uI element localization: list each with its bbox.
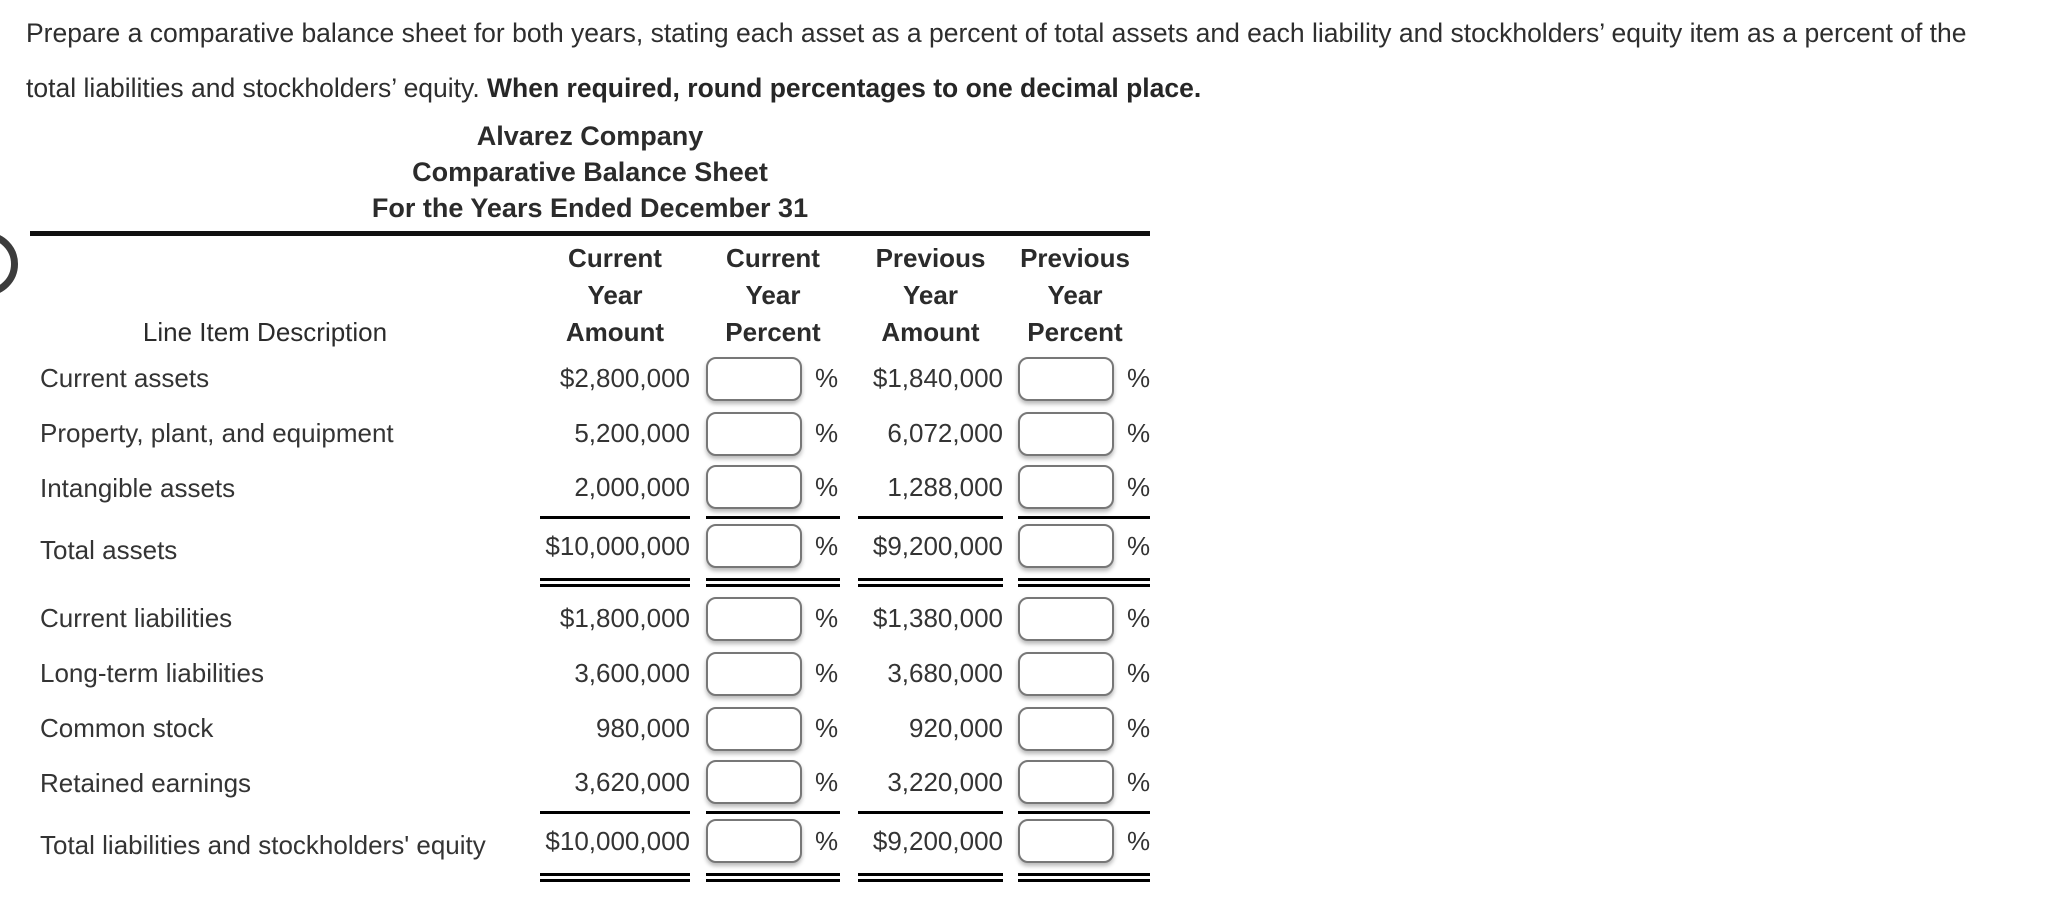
table-row-total-assets: Total assets $10,000,000 % $9,200,000 % (30, 523, 1150, 591)
previous-percent-input[interactable] (1018, 411, 1114, 456)
row-label: Total assets (40, 535, 178, 565)
table-row-property-plant-equipment: Property, plant, and equipment 5,200,000… (30, 406, 1150, 461)
percent-sign: % (815, 658, 839, 688)
percent-sign: % (815, 766, 839, 797)
column-header-line-item: Line Item Description (142, 317, 388, 347)
percent-sign: % (815, 603, 839, 633)
current-year-amount: 5,200,000 (574, 418, 690, 448)
column-header-current-amount: Current Year Amount (565, 243, 665, 347)
previous-year-amount: 1,288,000 (858, 461, 1003, 519)
column-header-previous-percent: Previous Year Percent (1020, 243, 1130, 347)
current-percent-input[interactable] (706, 706, 802, 751)
current-percent-input[interactable] (706, 651, 802, 696)
percent-sign: % (815, 825, 839, 856)
table-row-long-term-liabilities: Long-term liabilities 3,600,000 % 3,680,… (30, 646, 1150, 701)
table-row-common-stock: Common stock 980,000 % 920,000 % (30, 701, 1150, 756)
row-label: Common stock (40, 713, 214, 743)
instruction-line-2: total liabilities and stockholders’ equi… (26, 73, 1202, 103)
column-headers: Line Item Description Current Year Amoun… (30, 236, 1150, 351)
percent-sign: % (1127, 603, 1151, 633)
current-year-amount: $10,000,000 (540, 523, 690, 587)
instruction-text: Prepare a comparative balance sheet for … (26, 6, 2042, 116)
current-percent-input[interactable] (706, 465, 802, 509)
percent-sign: % (1127, 825, 1151, 856)
percent-sign: % (815, 418, 839, 448)
previous-percent-input[interactable] (1018, 760, 1114, 804)
row-label: Current assets (40, 363, 210, 393)
previous-year-amount: 6,072,000 (887, 418, 1003, 448)
previous-year-amount: 3,680,000 (887, 658, 1003, 688)
current-percent-input[interactable] (706, 596, 802, 641)
previous-percent-input[interactable] (1018, 596, 1114, 641)
current-percent-input[interactable] (706, 819, 802, 863)
report-period: For the Years Ended December 31 (371, 193, 809, 223)
instruction-bold-note: When required, round percentages to one … (487, 73, 1202, 103)
row-label: Retained earnings (40, 768, 252, 798)
current-year-amount: 3,600,000 (574, 658, 690, 688)
table-row-intangible-assets: Intangible assets 2,000,000 % 1,288,000 … (30, 461, 1150, 523)
current-year-amount: $1,800,000 (559, 603, 690, 633)
sheet-title-block: Alvarez Company Comparative Balance Shee… (30, 118, 1150, 226)
table-body: Current assets $2,800,000 % $1,840,000 %… (30, 351, 1150, 886)
column-header-previous-amount: Previous Year Amount (875, 243, 986, 347)
percent-sign: % (815, 471, 839, 502)
previous-percent-input[interactable] (1018, 524, 1114, 568)
row-label: Intangible assets (40, 473, 236, 503)
previous-year-amount: 3,220,000 (858, 756, 1003, 814)
current-percent-input[interactable] (706, 760, 802, 804)
percent-sign: % (1127, 530, 1151, 561)
previous-year-amount: $9,200,000 (858, 523, 1003, 587)
previous-percent-input[interactable] (1018, 706, 1114, 751)
table-row-current-liabilities: Current liabilities $1,800,000 % $1,380,… (30, 591, 1150, 646)
current-year-amount: 980,000 (596, 713, 690, 743)
row-label: Current liabilities (40, 603, 233, 633)
percent-sign: % (1127, 363, 1151, 393)
current-percent-input[interactable] (706, 411, 802, 456)
previous-percent-input[interactable] (1018, 819, 1114, 863)
percent-sign: % (815, 530, 839, 561)
previous-percent-input[interactable] (1018, 651, 1114, 696)
current-year-amount: $2,800,000 (559, 363, 690, 393)
table-row-retained-earnings: Retained earnings 3,620,000 % 3,220,000 … (30, 756, 1150, 818)
previous-year-amount: $1,380,000 (872, 603, 1003, 633)
table-row-total-liabilities-stockholders-equity: Total liabilities and stockholders' equi… (30, 818, 1150, 886)
row-label: Property, plant, and equipment (40, 418, 394, 448)
percent-sign: % (1127, 766, 1151, 797)
row-label: Long-term liabilities (40, 658, 264, 688)
company-name: Alvarez Company (476, 121, 704, 151)
current-percent-input[interactable] (706, 356, 802, 401)
previous-year-amount: $9,200,000 (858, 818, 1003, 882)
current-year-amount: 3,620,000 (540, 756, 690, 814)
table-row-current-assets: Current assets $2,800,000 % $1,840,000 % (30, 351, 1150, 406)
clipped-circle-icon (0, 232, 18, 296)
percent-sign: % (1127, 713, 1151, 743)
percent-sign: % (1127, 418, 1151, 448)
percent-sign: % (1127, 471, 1151, 502)
report-title: Comparative Balance Sheet (412, 157, 768, 187)
percent-sign: % (815, 363, 839, 393)
column-header-current-percent: Current Year Percent (725, 243, 821, 347)
percent-sign: % (815, 713, 839, 743)
previous-percent-input[interactable] (1018, 465, 1114, 509)
balance-sheet: Alvarez Company Comparative Balance Shee… (30, 118, 1150, 886)
instruction-line-1: Prepare a comparative balance sheet for … (26, 18, 1967, 48)
row-label: Total liabilities and stockholders' equi… (40, 830, 486, 860)
current-percent-input[interactable] (706, 524, 802, 568)
current-year-amount: 2,000,000 (540, 461, 690, 519)
percent-sign: % (1127, 658, 1151, 688)
previous-percent-input[interactable] (1018, 356, 1114, 401)
current-year-amount: $10,000,000 (540, 818, 690, 882)
previous-year-amount: $1,840,000 (872, 363, 1003, 393)
header-rule (30, 231, 1150, 236)
previous-year-amount: 920,000 (909, 713, 1003, 743)
